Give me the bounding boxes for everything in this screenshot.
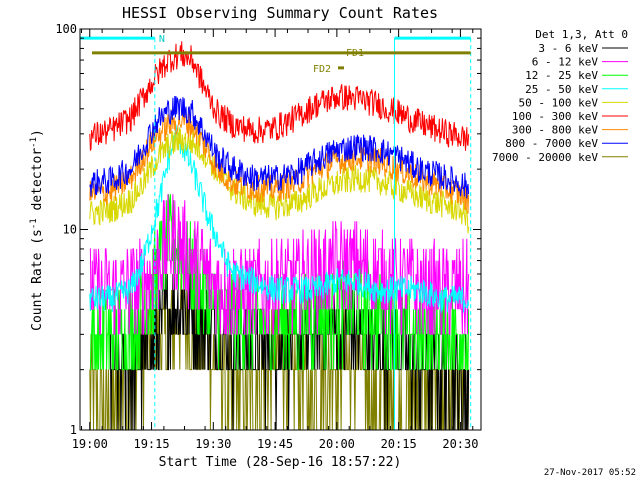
series-6-line xyxy=(89,109,470,214)
night-flag-label: N xyxy=(159,34,165,45)
x-tick-label-0: 19:00 xyxy=(72,437,108,451)
y-label-sup2: -1 xyxy=(29,137,39,148)
y-label-main: Count Rate (s xyxy=(30,229,45,331)
y-label-sup1: -1 xyxy=(29,218,39,229)
x-tick-label-2: 19:30 xyxy=(195,437,231,451)
axis-layer: 19:00 19:15 19:30 19:45 20:00 20:15 20:30 1 10 10… xyxy=(55,22,481,451)
plot-frame xyxy=(79,28,482,431)
fd1-flag-label: FD1 xyxy=(346,48,364,59)
y-axis-label: Count Rate (s-1 detector-1) xyxy=(29,129,45,331)
y-tick-label-0: 1 xyxy=(70,423,77,437)
y-label-mid: detector xyxy=(30,148,45,219)
series-4-line xyxy=(89,127,470,234)
fd2-flag-label: FD2 xyxy=(313,64,331,75)
y-tick-label-2: 100 xyxy=(55,22,77,36)
legend-label-5: 100 - 300 keV xyxy=(512,110,598,123)
x-axis-label: Start Time (28-Sep-16 18:57:22) xyxy=(159,455,402,470)
x-tick-label-3: 19:45 xyxy=(257,437,293,451)
legend-label-2: 12 - 25 keV xyxy=(525,69,598,82)
y-label-end: ) xyxy=(30,129,45,137)
series-5-line xyxy=(89,41,470,152)
legend-header: Det 1,3, Att 0 xyxy=(535,28,628,41)
x-tick-label-5: 20:15 xyxy=(381,437,417,451)
legend-label-1: 6 - 12 keV xyxy=(532,56,599,69)
series-layer xyxy=(89,41,470,431)
legend-label-6: 300 - 800 keV xyxy=(512,124,598,137)
legend-label-4: 50 - 100 keV xyxy=(519,96,599,109)
legend-label-8: 7000 - 20000 keV xyxy=(492,151,598,164)
timestamp: 27-Nov-2017 05:52 xyxy=(544,468,636,478)
x-tick-label-1: 19:15 xyxy=(133,437,169,451)
x-tick-label-6: 20:30 xyxy=(442,437,478,451)
series-3-line xyxy=(89,124,470,313)
x-tick-label-4: 20:00 xyxy=(319,437,355,451)
series-7-line xyxy=(89,95,470,199)
legend-label-0: 3 - 6 keV xyxy=(538,42,598,55)
chart-title: HESSI Observing Summary Count Rates xyxy=(122,4,438,22)
flag-layer: N FD1 FD2 xyxy=(80,34,472,430)
legend-label-7: 800 - 7000 keV xyxy=(505,137,598,150)
legend-label-3: 25 - 50 keV xyxy=(525,83,598,96)
y-tick-label-1: 10 xyxy=(63,223,77,237)
